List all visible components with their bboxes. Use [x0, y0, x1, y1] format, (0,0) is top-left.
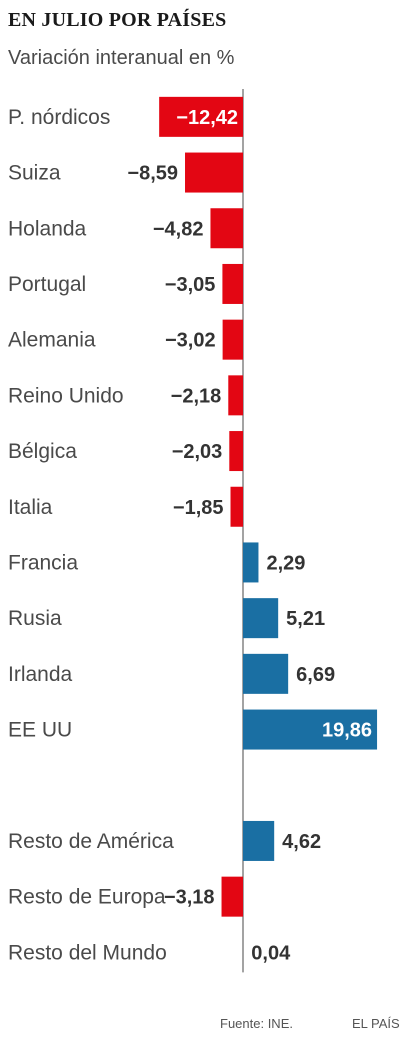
value-label: −8,59: [127, 163, 178, 185]
category-label: Reino Unido: [8, 384, 124, 407]
value-label: 4,62: [282, 831, 321, 853]
category-label: Resto de América: [8, 830, 174, 853]
category-label: Resto del Mundo: [8, 941, 167, 964]
category-label: Rusia: [8, 607, 62, 630]
value-label: 0,04: [251, 942, 291, 964]
data-bar: [229, 431, 243, 472]
data-bar: [243, 709, 378, 750]
data-bar: [228, 375, 243, 416]
value-label: −1,85: [173, 497, 224, 519]
value-label: 6,69: [296, 664, 335, 686]
data-bar: [230, 486, 243, 527]
category-label: Holanda: [8, 217, 87, 240]
category-label: Francia: [8, 551, 78, 574]
category-label: Suiza: [8, 162, 61, 185]
data-bar: [243, 542, 259, 583]
brand-label: EL PAÍS: [352, 1016, 400, 1031]
category-label: Bélgica: [8, 440, 77, 463]
value-label: 2,29: [266, 552, 305, 574]
data-bar: [222, 319, 243, 360]
value-label: 19,86: [322, 720, 372, 742]
value-label: −4,82: [153, 218, 204, 240]
value-label: −2,03: [172, 441, 223, 463]
value-label: −3,18: [164, 887, 215, 909]
data-bar: [243, 820, 275, 861]
value-label: 5,21: [286, 608, 325, 630]
value-label: −3,02: [165, 330, 216, 352]
source-note: Fuente: INE.: [220, 1016, 293, 1031]
category-label: Irlanda: [8, 663, 73, 686]
category-label: Italia: [8, 496, 53, 519]
data-bar: [159, 96, 243, 137]
data-bar: [221, 876, 243, 917]
category-label: P. nórdicos: [8, 106, 110, 129]
value-label: −2,18: [171, 385, 222, 407]
value-label: −12,42: [176, 107, 238, 129]
data-bar: [210, 208, 243, 249]
data-bar: [222, 263, 243, 304]
data-bar: [243, 653, 289, 694]
category-label: Alemania: [8, 329, 96, 352]
chart-title: EN JULIO POR PAÍSES: [8, 9, 227, 31]
value-label: −3,05: [165, 274, 216, 296]
category-label: EE UU: [8, 719, 72, 742]
category-label: Portugal: [8, 273, 86, 296]
data-bar: [243, 598, 279, 639]
category-label: Resto de Europa: [8, 886, 166, 909]
chart-subtitle: Variación interanual en %: [8, 47, 235, 69]
data-bar: [185, 152, 243, 193]
